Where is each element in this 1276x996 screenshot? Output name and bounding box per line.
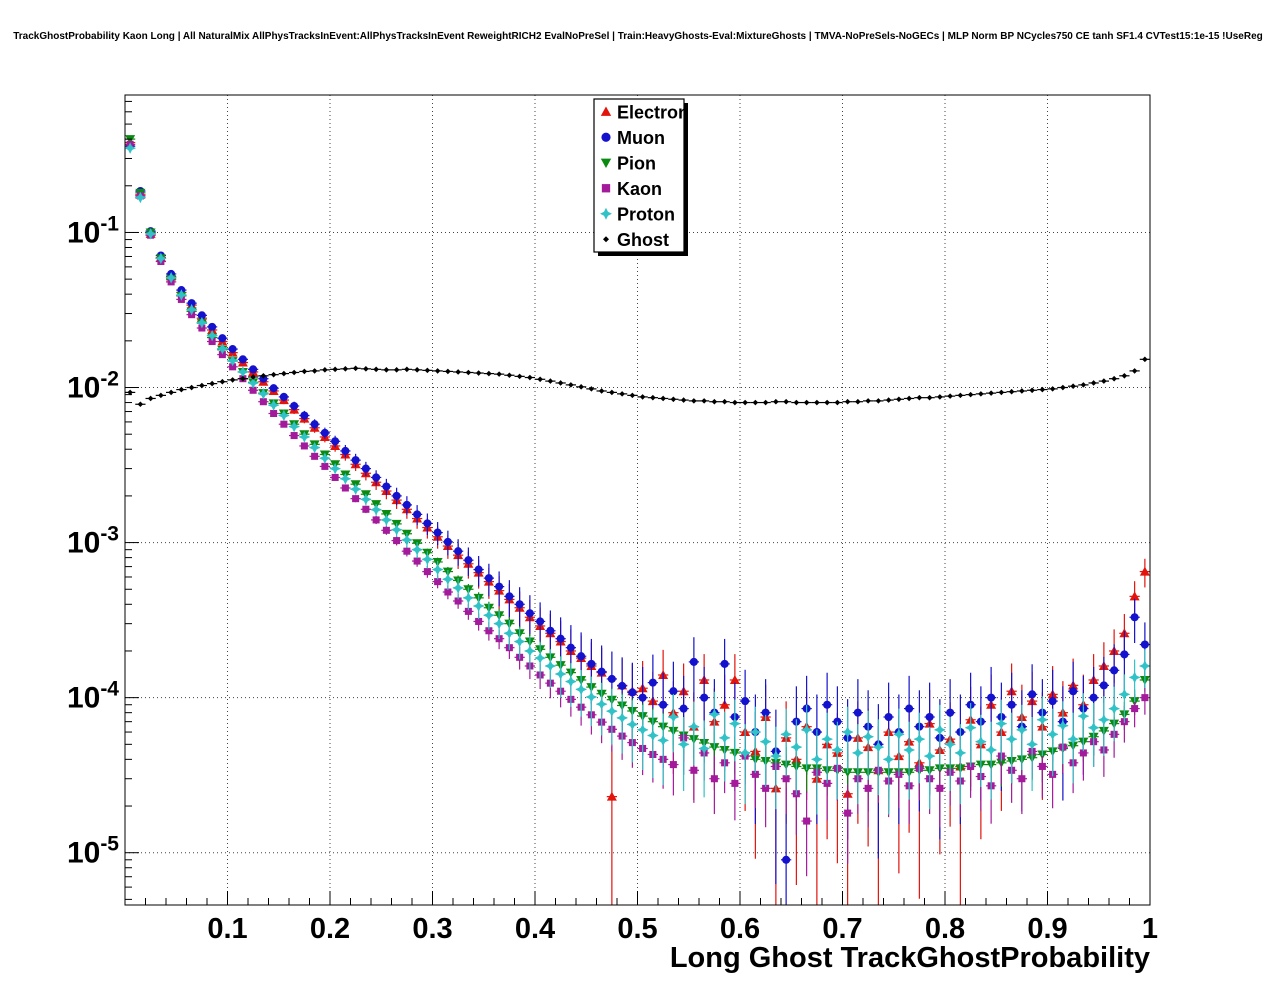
legend-item-pion: Pion	[600, 153, 656, 173]
legend-item-proton: Proton	[600, 204, 675, 224]
series-proton	[125, 142, 1150, 815]
y-tick-label: 10-5	[67, 833, 119, 870]
chart-title: TrackGhostProbability Kaon Long | All Na…	[13, 31, 1263, 42]
legend-label: Kaon	[617, 179, 662, 199]
series-ghost	[125, 356, 1150, 408]
x-axis-title: Long Ghost TrackGhostProbability	[669, 942, 1150, 974]
x-tick-label: 0.8	[925, 913, 965, 945]
legend-item-electron: Electron	[600, 102, 689, 122]
legend-label: Proton	[617, 204, 675, 224]
legend: Electron Muon Pion Kaon Proton Ghost	[593, 98, 689, 256]
x-tick-label: 1	[1142, 913, 1158, 945]
legend-label: Electron	[617, 102, 689, 122]
x-tick-label: 0.9	[1027, 913, 1067, 945]
x-tick-label: 0.5	[617, 913, 657, 945]
x-tick-label: 0.4	[515, 913, 555, 945]
y-tick-label: 10-4	[67, 678, 119, 715]
axis-labels: 0.1 0.2 0.3 0.4 0.5 0.6 0.7 0.8 0.9 1 10-5 10-4 10-3…	[67, 212, 1158, 945]
x-tick-label: 0.2	[310, 913, 350, 945]
x-tick-label: 0.7	[822, 913, 862, 945]
legend-label: Ghost	[617, 230, 669, 250]
y-tick-label: 10-2	[67, 368, 119, 405]
legend-box	[593, 98, 685, 253]
x-tick-label: 0.3	[412, 913, 452, 945]
y-tick-label: 10-3	[67, 523, 119, 560]
legend-item-kaon: Kaon	[601, 179, 662, 199]
legend-label: Muon	[617, 128, 665, 148]
legend-item-muon: Muon	[601, 128, 665, 148]
legend-item-ghost: Ghost	[603, 230, 669, 250]
x-tick-label: 0.6	[720, 913, 760, 945]
x-tick-label: 0.1	[207, 913, 247, 945]
axes	[124, 94, 1151, 906]
legend-label: Pion	[617, 153, 656, 173]
y-tick-label: 10-1	[67, 212, 119, 249]
